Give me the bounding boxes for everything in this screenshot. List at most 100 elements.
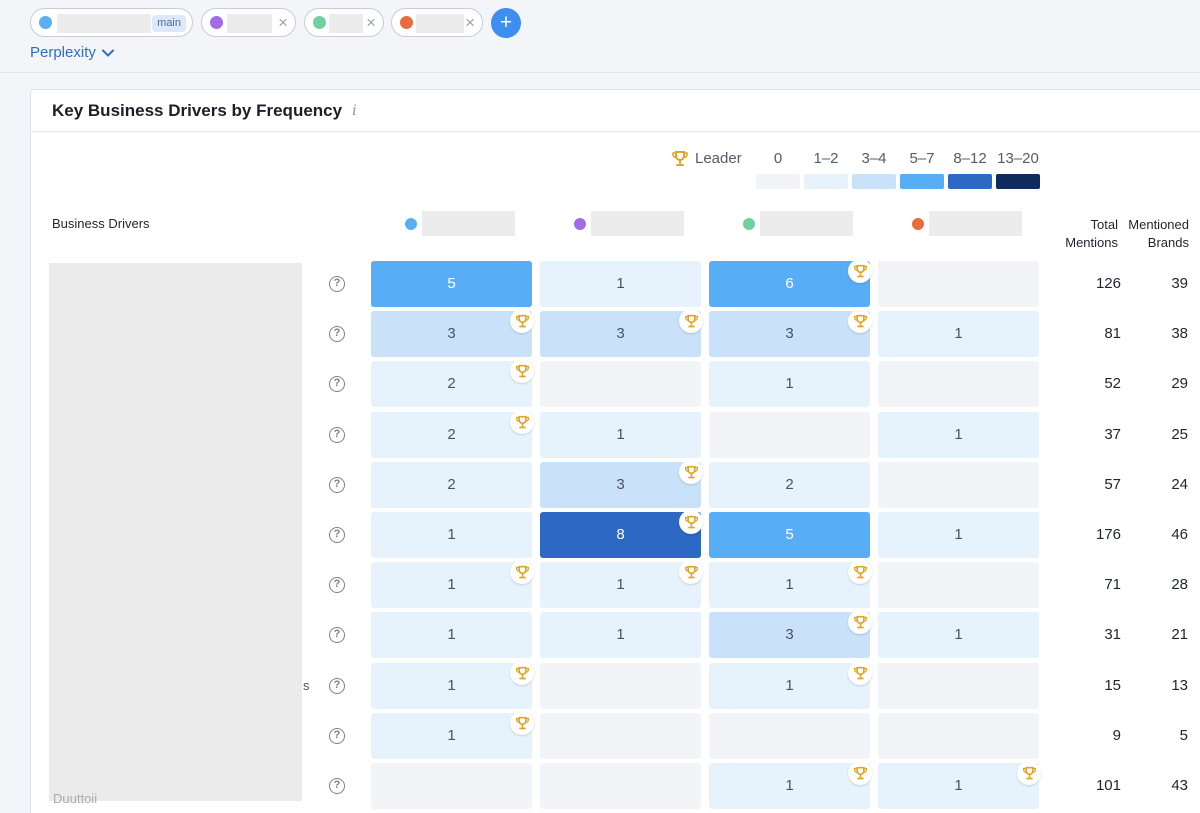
- redacted-brand-name: [57, 14, 151, 33]
- total-mentions-value: 71: [1104, 576, 1121, 593]
- heatmap-cell[interactable]: 3: [709, 610, 872, 658]
- close-icon[interactable]: ×: [465, 13, 475, 32]
- heatmap-cell[interactable]: 1: [878, 612, 1039, 658]
- heatmap-cell[interactable]: 1: [371, 512, 532, 558]
- heatmap-cell[interactable]: [371, 763, 532, 809]
- heatmap-cell[interactable]: [878, 261, 1039, 307]
- help-icon[interactable]: ?: [329, 728, 345, 744]
- heatmap-cell[interactable]: 1: [540, 261, 701, 307]
- heatmap-cell[interactable]: 1: [540, 612, 701, 658]
- help-icon[interactable]: ?: [329, 326, 345, 342]
- mentioned-brands-value: 21: [1171, 626, 1188, 643]
- heatmap-cell[interactable]: [709, 713, 870, 759]
- brand-chip-4[interactable]: ×: [391, 8, 483, 37]
- heatmap-cell-value: 5: [785, 526, 794, 543]
- info-icon[interactable]: i: [352, 102, 357, 119]
- close-icon[interactable]: ×: [366, 13, 376, 32]
- mentioned-brands-value: 39: [1171, 275, 1188, 292]
- help-icon[interactable]: ?: [329, 276, 345, 292]
- engine-dropdown-label: Perplexity: [30, 44, 96, 61]
- heatmap-cell[interactable]: [540, 763, 701, 809]
- heatmap-cell[interactable]: 5: [709, 512, 870, 558]
- help-icon[interactable]: ?: [329, 577, 345, 593]
- heatmap-cell[interactable]: [878, 462, 1039, 508]
- heatmap-cell[interactable]: 1: [878, 761, 1041, 809]
- heatmap-cell-value: 1: [785, 576, 794, 593]
- help-icon[interactable]: ?: [329, 527, 345, 543]
- heatmap-cell[interactable]: 2: [371, 359, 534, 407]
- heatmap-cell-value: 1: [616, 626, 625, 643]
- help-icon[interactable]: ?: [329, 627, 345, 643]
- heatmap-cell[interactable]: [540, 663, 701, 709]
- heatmap-cell[interactable]: 1: [371, 711, 534, 759]
- heatmap-cell[interactable]: 3: [371, 309, 534, 357]
- heatmap-cell[interactable]: 1: [709, 661, 872, 709]
- heatmap-cell[interactable]: 1: [371, 560, 534, 608]
- heatmap-cell[interactable]: [878, 663, 1039, 709]
- heatmap-cell[interactable]: 1: [709, 761, 872, 809]
- brand-chip-main[interactable]: main: [30, 8, 193, 37]
- brand-chip-3[interactable]: ×: [304, 8, 384, 37]
- heatmap-cell[interactable]: 6: [709, 259, 872, 307]
- heatmap-cell[interactable]: 3: [540, 460, 703, 508]
- heatmap-cell[interactable]: [878, 361, 1039, 407]
- heatmap-cell[interactable]: 1: [371, 661, 534, 709]
- heatmap-cell[interactable]: 2: [371, 410, 534, 458]
- heatmap-cell[interactable]: 2: [709, 462, 870, 508]
- business-drivers-header: Business Drivers: [52, 216, 150, 231]
- trophy-icon: [510, 410, 534, 434]
- heatmap-cell-value: 1: [954, 626, 963, 643]
- heatmap-cell-value: 1: [954, 426, 963, 443]
- heatmap-cell-value: 3: [447, 325, 456, 342]
- heatmap-cell-value: 1: [954, 777, 963, 794]
- heatmap-cell[interactable]: 1: [709, 560, 872, 608]
- heatmap-cell[interactable]: 1: [878, 512, 1039, 558]
- mentioned-brands-value: 38: [1171, 325, 1188, 342]
- heatmap-cell[interactable]: 1: [878, 311, 1039, 357]
- help-icon[interactable]: ?: [329, 778, 345, 794]
- brand-color-dot: [743, 218, 755, 230]
- engine-dropdown[interactable]: Perplexity: [30, 44, 114, 61]
- heatmap-cell[interactable]: 3: [540, 309, 703, 357]
- help-icon[interactable]: ?: [329, 376, 345, 392]
- legend-bin-label: 8–12: [953, 150, 987, 167]
- heatmap-cell[interactable]: 1: [540, 412, 701, 458]
- heatmap-cell[interactable]: 2: [371, 462, 532, 508]
- card-header: Key Business Drivers by Frequency i: [31, 90, 1200, 132]
- trophy-icon: [848, 309, 872, 333]
- trophy-icon: [510, 359, 534, 383]
- mentioned-brands-value: 24: [1171, 476, 1188, 493]
- mentioned-brands-value: 46: [1171, 526, 1188, 543]
- redacted-brand-name: [329, 14, 363, 33]
- add-brand-button[interactable]: +: [491, 8, 521, 38]
- help-icon[interactable]: ?: [329, 477, 345, 493]
- mentioned-brands-value: 25: [1171, 426, 1188, 443]
- heatmap-cell[interactable]: [540, 713, 701, 759]
- heatmap-cell[interactable]: 3: [709, 309, 872, 357]
- brand-color-dot: [574, 218, 586, 230]
- heatmap-cell-value: 1: [616, 576, 625, 593]
- trophy-icon: [510, 711, 534, 735]
- trophy-icon: [848, 610, 872, 634]
- heatmap-cell-value: 1: [785, 777, 794, 794]
- heatmap-cell-value: 5: [447, 275, 456, 292]
- heatmap-cell-value: 1: [785, 677, 794, 694]
- heatmap-cell[interactable]: [709, 412, 870, 458]
- trophy-icon: [679, 309, 703, 333]
- heatmap-cell[interactable]: 1: [540, 560, 703, 608]
- heatmap-cell[interactable]: [878, 713, 1039, 759]
- total-mentions-value: 9: [1112, 727, 1121, 744]
- total-mentions-value: 176: [1095, 526, 1121, 543]
- heatmap-cell[interactable]: 5: [371, 261, 532, 307]
- heatmap-cell[interactable]: 1: [709, 361, 870, 407]
- brand-chip-2[interactable]: ×: [201, 8, 296, 37]
- heatmap-cell[interactable]: [878, 562, 1039, 608]
- heatmap-cell[interactable]: 1: [371, 612, 532, 658]
- close-icon[interactable]: ×: [278, 13, 288, 32]
- heatmap-cell[interactable]: 8: [540, 510, 703, 558]
- help-icon[interactable]: ?: [329, 427, 345, 443]
- heatmap-cell[interactable]: 1: [878, 412, 1039, 458]
- heatmap-cell[interactable]: [540, 361, 701, 407]
- help-icon[interactable]: ?: [329, 678, 345, 694]
- business-drivers-card: Key Business Drivers by Frequency i Lead…: [30, 89, 1200, 813]
